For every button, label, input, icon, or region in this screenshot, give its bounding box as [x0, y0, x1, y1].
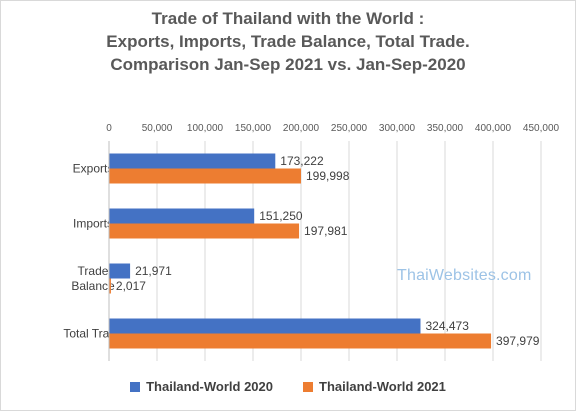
category-label-2-1: Balance: [71, 279, 115, 293]
bar-1-0: [109, 168, 301, 184]
data-label-1-0: 199,998: [306, 169, 350, 183]
bar-0-1: [109, 208, 255, 224]
category-label-2-0: Trade: [78, 264, 109, 278]
category-label-1: Imports: [73, 217, 113, 231]
bar-0-3: [109, 318, 421, 334]
legend-swatch-2021: [303, 381, 313, 392]
x-tick-label-6: 300,000: [379, 123, 416, 134]
legend: Thailand-World 2020 Thailand-World 2021: [1, 379, 575, 394]
x-tick-label-0: 0: [106, 123, 112, 134]
bar-0-2: [109, 263, 131, 279]
bar-1-1: [109, 223, 300, 239]
x-tick-label-2: 100,000: [187, 123, 224, 134]
data-label-1-1: 197,981: [304, 224, 348, 238]
x-tick-label-8: 400,000: [475, 123, 512, 134]
data-label-0-2: 21,971: [135, 264, 172, 278]
x-tick-label-1: 50,000: [142, 123, 173, 134]
x-tick-label-5: 250,000: [331, 123, 368, 134]
legend-item-2021: Thailand-World 2021: [303, 379, 446, 394]
legend-item-2020: Thailand-World 2020: [130, 379, 273, 394]
data-label-0-3: 324,473: [425, 319, 469, 333]
legend-swatch-2020: [130, 381, 141, 392]
bar-1-2: [109, 278, 111, 294]
x-tick-label-7: 350,000: [427, 123, 464, 134]
data-label-0-1: 151,250: [259, 209, 303, 223]
category-label-0: Exports: [73, 162, 114, 176]
watermark-text: ThaiWebsites.com: [397, 267, 532, 284]
chart-title: Trade of Thailand with the World : Expor…: [106, 9, 470, 74]
bar-0-0: [109, 153, 276, 169]
data-label-0-0: 173,222: [280, 154, 324, 168]
category-label-3: Total Trade: [63, 327, 123, 341]
bar-1-3: [109, 333, 492, 349]
legend-label-2020: Thailand-World 2020: [146, 379, 273, 394]
x-tick-label-9: 450,000: [523, 123, 560, 134]
data-label-1-3: 397,979: [496, 334, 540, 348]
x-tick-label-4: 200,000: [283, 123, 320, 134]
x-tick-label-3: 150,000: [235, 123, 272, 134]
legend-label-2021: Thailand-World 2021: [319, 379, 446, 394]
data-label-1-2: 2,017: [116, 279, 146, 293]
